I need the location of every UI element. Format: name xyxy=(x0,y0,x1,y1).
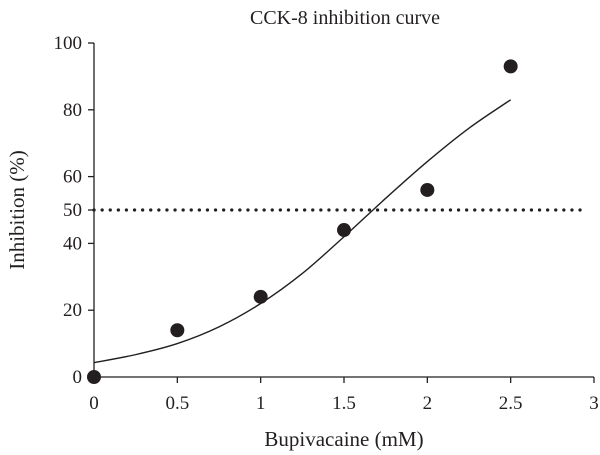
x-tick-label: 1.5 xyxy=(332,393,356,414)
y-tick-label: 60 xyxy=(63,167,82,188)
data-point xyxy=(420,182,435,197)
data-point xyxy=(170,323,185,338)
fit-curve xyxy=(93,99,512,364)
x-tick-label: 1 xyxy=(256,393,266,414)
y-tick-label: 80 xyxy=(63,100,82,121)
y-tick-label: 0 xyxy=(73,367,83,388)
x-tick-label: 0.5 xyxy=(165,393,189,414)
x-tick-label: 2.5 xyxy=(499,393,523,414)
x-axis-label: Bupivacaine (mM) xyxy=(264,427,423,451)
data-point xyxy=(503,59,518,74)
y-axis: 0 20 40 50 60 80 100 xyxy=(54,33,95,388)
y-axis-label: Inhibition (%) xyxy=(5,150,29,270)
y-tick-label: 50 xyxy=(63,200,82,221)
chart-title: CCK-8 inhibition curve xyxy=(250,7,440,29)
data-point xyxy=(337,223,351,238)
x-tick-label: 3 xyxy=(589,393,599,414)
data-point xyxy=(253,289,268,304)
y-tick-label: 100 xyxy=(54,33,83,54)
x-tick-label: 2 xyxy=(423,393,433,414)
y-tick-label: 20 xyxy=(63,300,82,321)
data-point xyxy=(87,370,101,384)
x-axis: 0 0.5 1 1.5 2 2.5 3 xyxy=(89,376,599,414)
x-tick-label: 0 xyxy=(89,393,99,414)
y-tick-label: 40 xyxy=(63,233,82,254)
